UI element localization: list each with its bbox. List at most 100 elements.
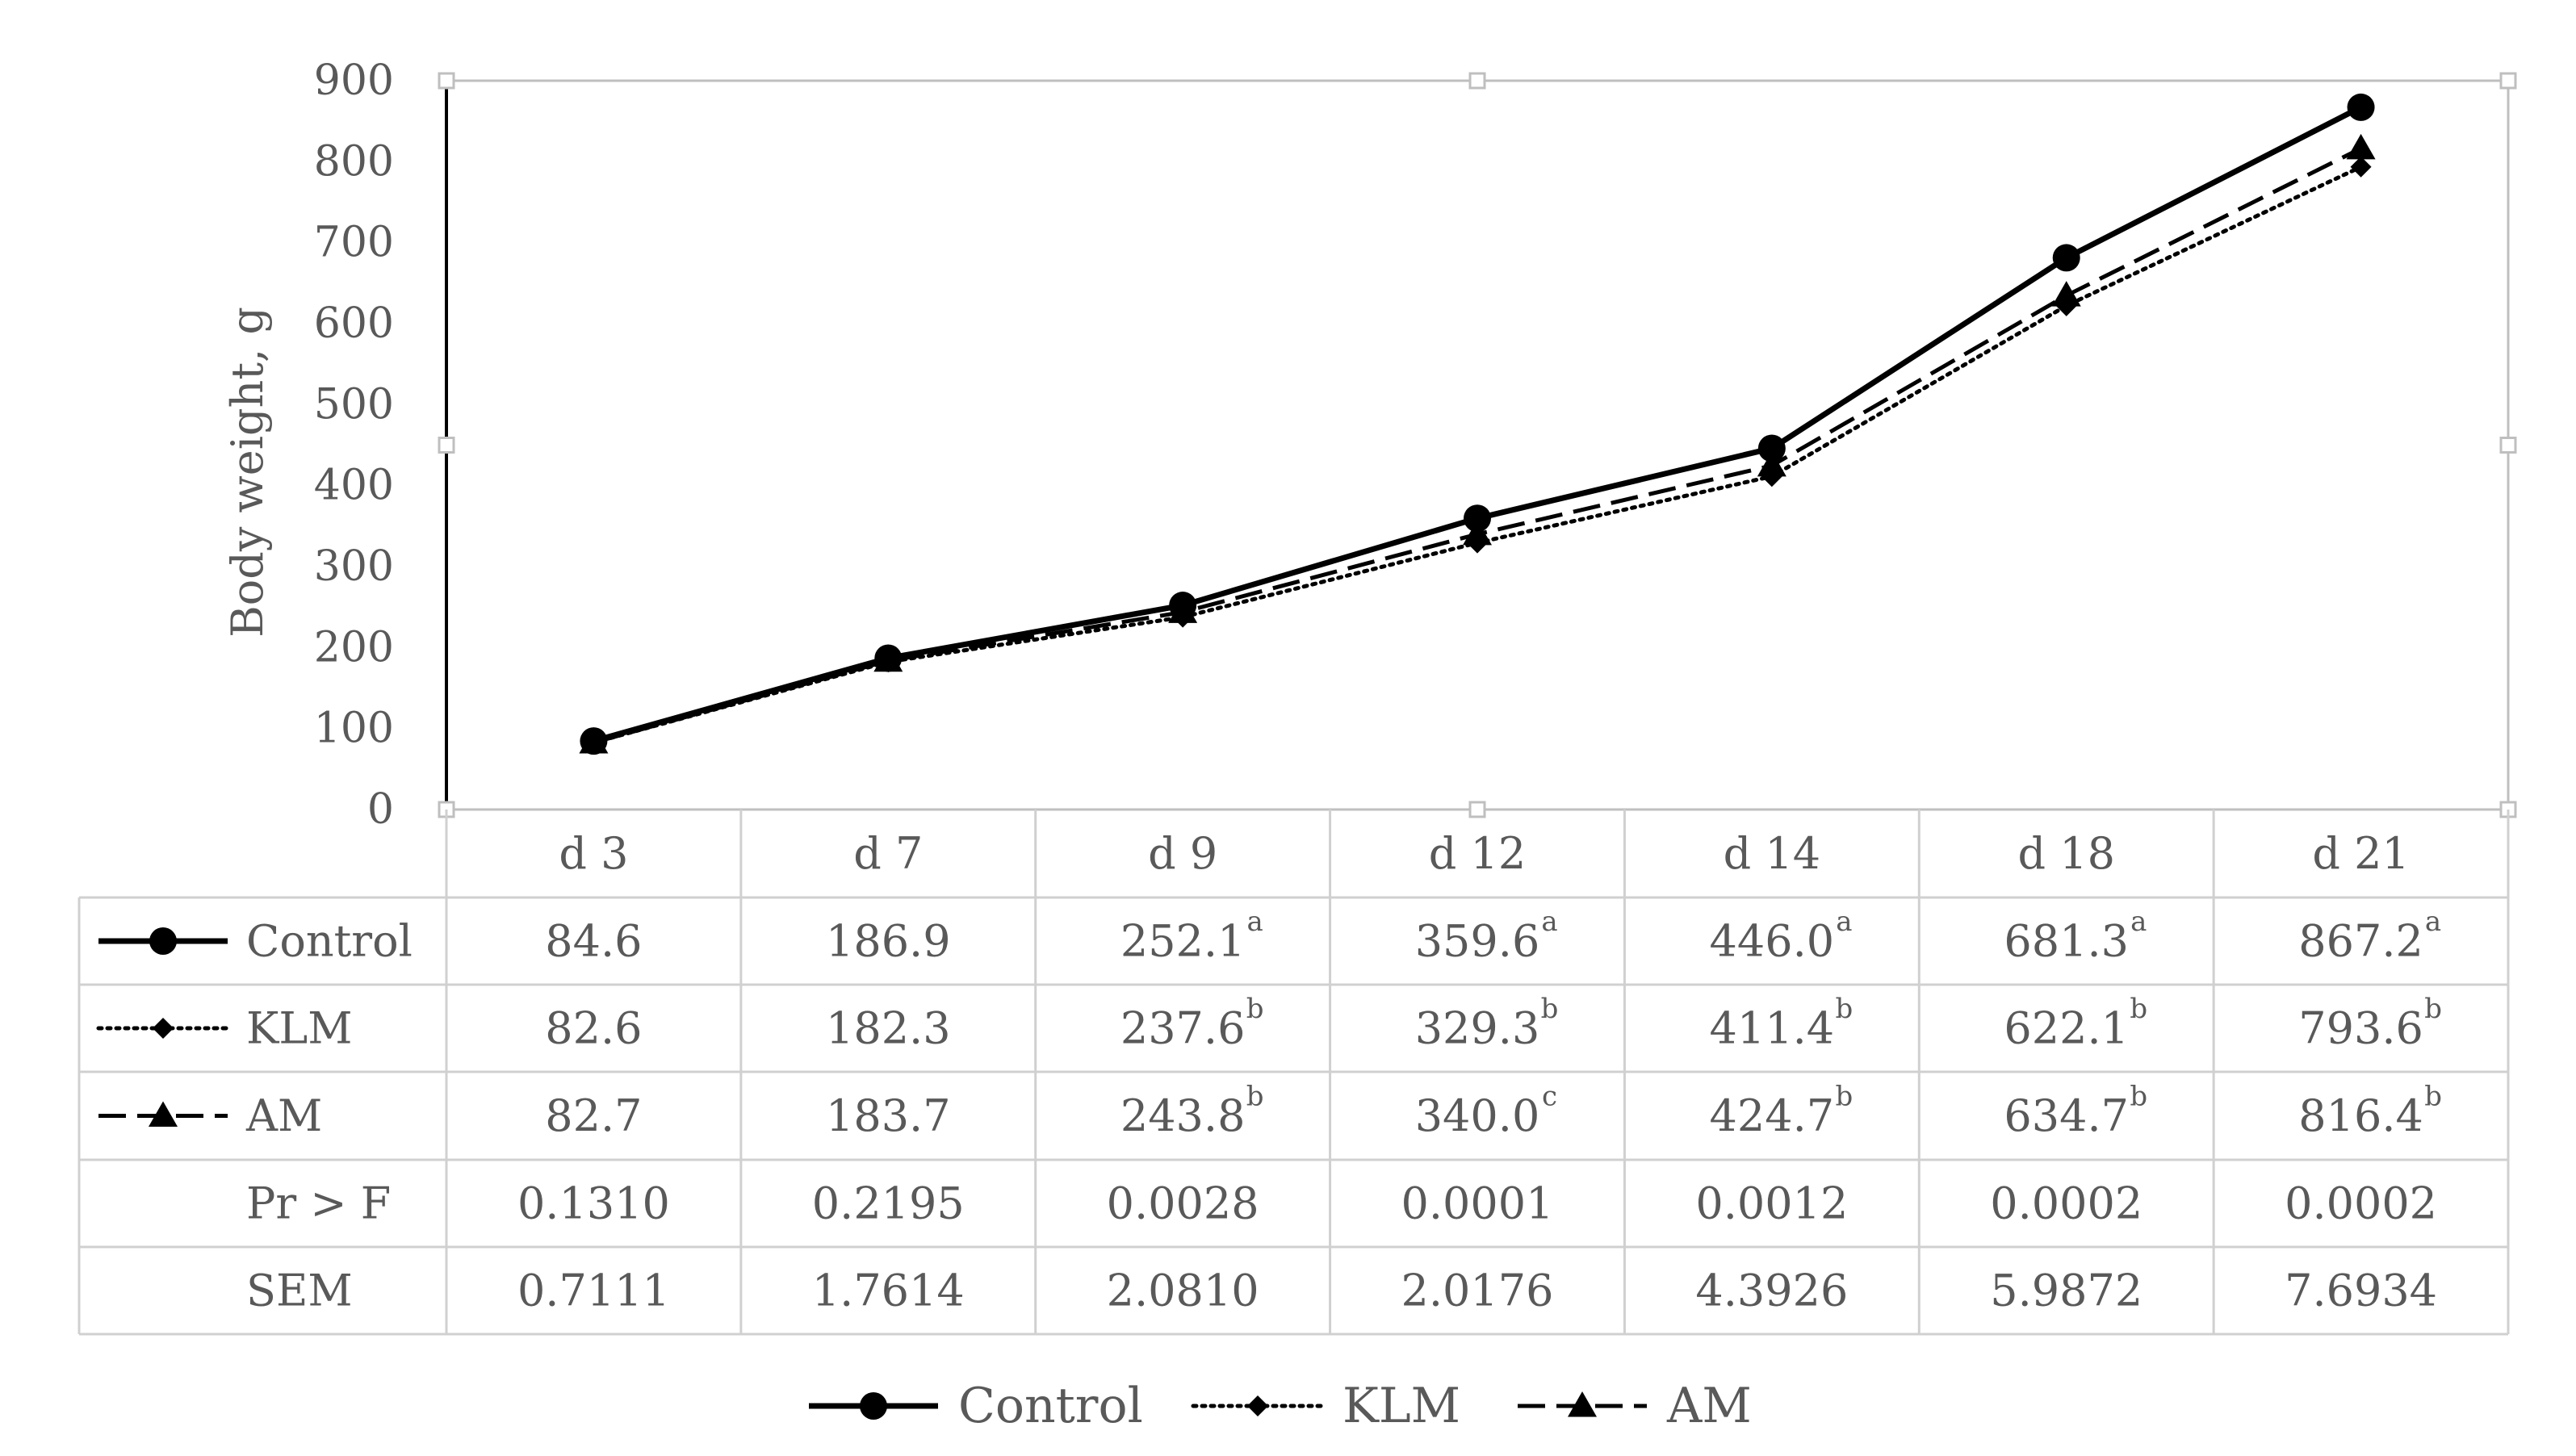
stat-value: 0.0002 <box>1990 1178 2142 1229</box>
selection-handle <box>438 437 455 454</box>
y-tick-label: 800 <box>314 137 394 186</box>
y-tick-label: 500 <box>314 380 394 429</box>
legend: Control KLM AM <box>809 1378 1752 1434</box>
stat-value: 0.0001 <box>1401 1178 1554 1229</box>
legend-key-marker <box>149 927 177 955</box>
row-label-stat: SEM <box>246 1266 353 1316</box>
significance-letter: b <box>1541 993 1559 1025</box>
data-label-klm: 82.6 <box>545 1003 642 1054</box>
data-label-control: 252.1 <box>1120 916 1246 967</box>
significance-letter: b <box>1246 1081 1264 1113</box>
x-tick-label: d 3 <box>559 828 628 879</box>
y-tick-label: 600 <box>314 299 394 348</box>
series-am <box>579 133 2376 754</box>
data-label-klm: 793.6 <box>2298 1003 2423 1054</box>
data-label-control: 84.6 <box>545 916 642 967</box>
series-line-am <box>593 146 2362 745</box>
data-table: d 3 d 7 d 9 d 12 d 14 d 18 d 21 Control 84.6 186.… <box>77 810 2510 1336</box>
significance-letter: b <box>2130 1081 2147 1113</box>
legend-item-am: AM <box>1518 1378 1752 1434</box>
significance-letter: a <box>2425 906 2441 938</box>
data-point-control <box>580 727 608 755</box>
x-tick-label: d 7 <box>853 828 923 879</box>
x-tick-label: d 12 <box>1429 828 1526 879</box>
y-tick-label: 100 <box>314 705 394 753</box>
data-label-am: 340.0 <box>1415 1090 1540 1141</box>
selection-handle <box>2499 437 2517 454</box>
series-klm <box>583 156 2372 754</box>
stat-value: 4.3926 <box>1695 1266 1848 1316</box>
data-label-control: 446.0 <box>1710 916 1835 967</box>
stat-value: 0.1310 <box>517 1178 670 1229</box>
data-point-control <box>1464 504 1491 533</box>
data-label-am: 634.7 <box>2004 1090 2129 1141</box>
y-tick-label: 400 <box>314 462 394 510</box>
row-label-stat: Pr > F <box>246 1178 391 1229</box>
row-label-klm: KLM <box>246 1003 353 1054</box>
series-line-control <box>593 104 2363 744</box>
data-label-control: 867.2 <box>2298 916 2423 967</box>
data-label-am: 82.7 <box>545 1090 642 1141</box>
y-axis: 0 100 200 300 400 500 600 700 800 900 <box>314 56 394 834</box>
legend-label: Control <box>958 1378 1143 1434</box>
data-point-am <box>2051 281 2081 307</box>
significance-letter: a <box>1541 906 1557 938</box>
data-point-am <box>1463 519 1492 546</box>
data-label-am: 424.7 <box>1710 1090 1835 1141</box>
row-label-control: Control <box>246 916 413 967</box>
y-tick-label: 200 <box>314 623 394 672</box>
stat-value: 2.0810 <box>1107 1266 1259 1316</box>
data-label-control: 681.3 <box>2004 916 2129 967</box>
y-tick-label: 300 <box>314 542 394 591</box>
stat-value: 0.2195 <box>812 1178 965 1229</box>
selection-handle <box>2499 72 2517 90</box>
data-point-am <box>1757 450 1786 477</box>
legend-item-klm: KLM <box>1191 1378 1460 1434</box>
significance-letter: c <box>1542 1081 1557 1113</box>
legend-label: KLM <box>1342 1378 1460 1434</box>
data-label-control: 186.9 <box>826 916 951 967</box>
series-line-klm <box>591 165 2364 745</box>
significance-letter: b <box>2424 993 2442 1025</box>
stat-value: 0.7111 <box>517 1266 670 1316</box>
significance-letter: b <box>1835 1081 1853 1113</box>
data-label-am: 816.4 <box>2298 1090 2423 1141</box>
significance-letter: a <box>1836 906 1852 938</box>
data-point-klm <box>2350 156 2372 178</box>
legend-key-marker <box>1247 1395 1268 1416</box>
stat-value: 7.6934 <box>2285 1266 2437 1316</box>
significance-letter: b <box>2424 1081 2442 1113</box>
stat-value: 5.9872 <box>1990 1266 2142 1316</box>
stat-value: 1.7614 <box>812 1266 965 1316</box>
selection-handle <box>1468 801 1486 818</box>
series-layer <box>579 93 2376 755</box>
legend-key-marker <box>860 1392 887 1420</box>
data-point-control <box>1169 592 1197 620</box>
data-point-am <box>2346 133 2376 160</box>
stat-value: 0.0002 <box>2285 1178 2437 1229</box>
selection-handle <box>438 72 455 90</box>
x-tick-label: d 21 <box>2312 828 2409 879</box>
x-tick-label: d 9 <box>1148 828 1217 879</box>
stat-value: 0.0028 <box>1107 1178 1259 1229</box>
legend-key-marker <box>149 1101 178 1127</box>
data-label-control: 359.6 <box>1415 916 1540 967</box>
data-point-control <box>2052 244 2080 272</box>
plot-area <box>438 72 2517 818</box>
data-label-klm: 182.3 <box>826 1003 951 1054</box>
data-label-klm: 622.1 <box>2004 1003 2129 1054</box>
series-control <box>580 93 2375 755</box>
data-label-klm: 237.6 <box>1120 1003 1246 1054</box>
data-point-control <box>1757 434 1786 462</box>
x-tick-label: d 14 <box>1724 828 1820 879</box>
significance-letter: b <box>2130 993 2147 1025</box>
data-point-control <box>874 644 903 672</box>
data-label-am: 183.7 <box>826 1090 951 1141</box>
row-label-am: AM <box>245 1090 322 1141</box>
significance-letter: b <box>1246 993 1264 1025</box>
legend-item-control: Control <box>809 1378 1143 1434</box>
y-axis-label: Body weight, g <box>222 307 273 638</box>
x-tick-label: d 18 <box>2017 828 2114 879</box>
significance-letter: a <box>2130 906 2147 938</box>
